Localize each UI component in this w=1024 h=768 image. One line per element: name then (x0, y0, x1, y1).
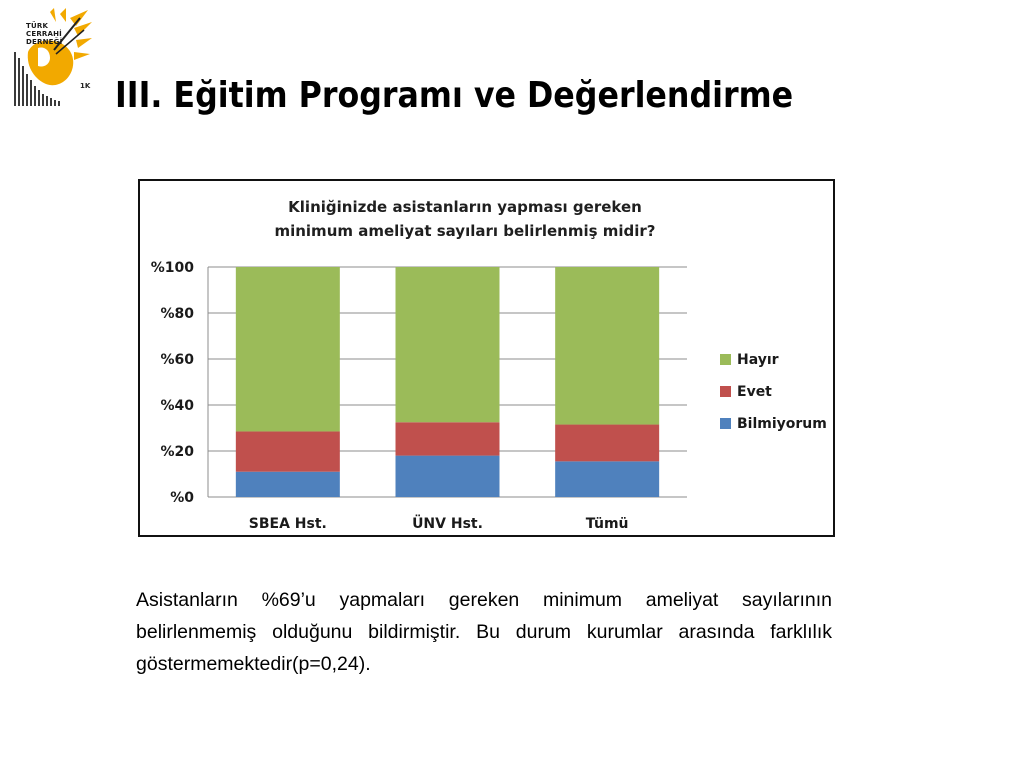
y-tick-label: %20 (160, 444, 194, 460)
y-tick-label: %40 (160, 398, 194, 414)
x-category-label: SBEA Hst. (249, 516, 327, 532)
legend-label: Evet (737, 384, 772, 400)
y-tick-label: %80 (160, 306, 194, 322)
logo-line-2: CERRAHİ (26, 30, 62, 38)
slide-body-text: Asistanların %69’u yapmaları gereken min… (136, 589, 832, 675)
bar-segment-evet (555, 424, 660, 462)
y-tick-label: %60 (160, 352, 194, 368)
legend-label: Bilmiyorum (737, 416, 827, 432)
bar-segment-bilmiyorum (235, 471, 340, 497)
chart-canvas: Kliniğinizde asistanların yapması gereke… (151, 198, 827, 532)
bar-segment-hayir (235, 267, 340, 432)
x-category-label: ÜNV Hst. (412, 514, 483, 532)
logo-line-1: TÜRK (26, 22, 49, 30)
bar-segment-bilmiyorum (555, 461, 660, 497)
bar-segment-bilmiyorum (395, 455, 500, 497)
slide-title: III. Eğitim Programı ve Değerlendirme (115, 75, 794, 116)
legend-swatch (720, 354, 731, 365)
logo-wordmark: TÜRK CERRAHİ DERNEĞİ (26, 22, 66, 46)
logo-badge: 1K (80, 82, 91, 90)
legend-swatch (720, 418, 731, 429)
x-category-label: Tümü (586, 516, 629, 532)
bar-segment-evet (235, 431, 340, 472)
stacked-bar-chart: Kliniğinizde asistanların yapması gereke… (138, 179, 835, 537)
legend-label: Hayır (737, 352, 779, 368)
logo-line-3: DERNEĞİ (26, 38, 63, 46)
chart-title-line: minimum ameliyat sayıları belirlenmiş mi… (274, 222, 655, 240)
y-tick-label: %100 (151, 260, 195, 276)
logo-emblem-icon: 1K (10, 8, 92, 110)
bar-segment-hayir (395, 267, 500, 423)
legend-swatch (720, 386, 731, 397)
y-tick-label: %0 (170, 490, 194, 506)
turk-cerrahi-dernegi-logo: 1K TÜRK CERRAHİ DERNEĞİ (10, 8, 92, 110)
bar-segment-hayir (555, 267, 660, 425)
chart-title-line: Kliniğinizde asistanların yapması gereke… (288, 198, 642, 216)
bar-segment-evet (395, 422, 500, 456)
